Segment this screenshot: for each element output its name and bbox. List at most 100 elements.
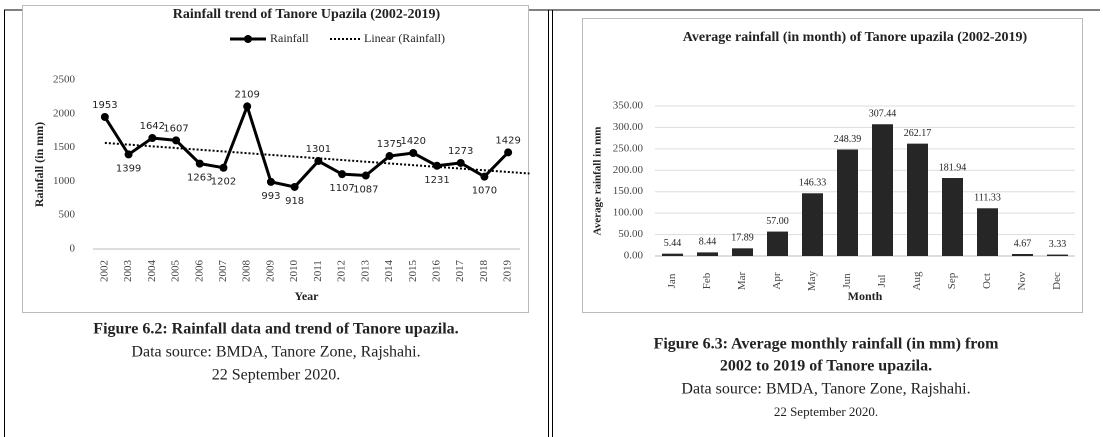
point: [361, 171, 370, 180]
chart-frame: [22, 5, 529, 313]
x-axis-label: Year: [295, 289, 320, 303]
point: [195, 159, 204, 168]
x-tick-label: 2008: [241, 260, 253, 283]
x-tick-label: Sep: [946, 272, 958, 289]
bar: [907, 143, 928, 256]
x-tick-label: 2003: [122, 260, 134, 283]
x-tick-label: Dec: [1051, 272, 1063, 290]
bar: [977, 208, 998, 256]
x-tick-label: Mar: [736, 272, 748, 291]
point: [172, 136, 181, 145]
bar: [1012, 253, 1033, 256]
x-tick-label: Feb: [701, 272, 713, 289]
data-label: 262.17: [904, 128, 932, 139]
x-tick-label: 2017: [454, 260, 466, 283]
x-tick-label: 2009: [264, 260, 276, 283]
x-tick-label: Nov: [1016, 271, 1028, 290]
chart-title: Rainfall trend of Tanore Upazila (2002-2…: [173, 7, 441, 22]
data-label: 918: [285, 196, 304, 207]
y-axis-label: Rainfall (in mm): [32, 122, 46, 207]
y-axis-label: Average rainfall in mm: [592, 127, 604, 236]
data-label: 1070: [472, 186, 497, 197]
y-tick-label: 1500: [53, 141, 76, 153]
chart-title: Average rainfall (in month) of Tanore up…: [683, 30, 1028, 45]
caption-line: Data source: BMDA, Tanore Zone, Rajshahi…: [681, 381, 970, 398]
caption-line: Data source: BMDA, Tanore Zone, Rajshahi…: [131, 344, 420, 361]
bar: [662, 253, 683, 256]
y-tick-label: 350.00: [613, 100, 644, 112]
data-label: 1263: [187, 173, 212, 184]
bar: [837, 149, 858, 256]
data-label: 17.89: [731, 233, 754, 244]
x-tick-label: Oct: [981, 273, 993, 289]
chart-frame: [582, 18, 1083, 313]
x-axis-label: Month: [848, 289, 883, 303]
data-label: 1642: [140, 121, 165, 132]
data-label: 307.44: [869, 109, 897, 120]
x-tick-label: 2015: [407, 260, 419, 283]
point: [290, 182, 299, 191]
data-label: 146.33: [799, 178, 827, 189]
data-label: 1087: [353, 185, 378, 196]
caption-line: 22 September 2020.: [212, 367, 340, 384]
point: [504, 148, 513, 157]
data-label: 1420: [401, 136, 426, 147]
data-label: 57.00: [766, 216, 789, 227]
y-tick-label: 2000: [53, 107, 76, 119]
legend-label: Rainfall: [270, 31, 309, 45]
x-tick-label: 2014: [383, 260, 395, 283]
data-label: 1273: [448, 146, 473, 157]
x-tick-label: 2006: [193, 260, 205, 283]
legend-marker: [244, 35, 252, 43]
y-tick-label: 150.00: [613, 185, 644, 197]
point: [243, 102, 252, 111]
y-tick-label: 0: [70, 243, 76, 255]
x-tick-label: 2016: [431, 260, 443, 283]
x-tick-label: May: [806, 270, 818, 291]
point: [148, 134, 157, 143]
data-label: 1429: [495, 135, 520, 146]
point: [314, 157, 323, 166]
data-label: 8.44: [699, 237, 717, 248]
y-tick-label: 250.00: [613, 142, 644, 154]
data-label: 1375: [377, 139, 402, 150]
y-tick-label: 200.00: [613, 164, 644, 176]
x-tick-label: 2010: [288, 260, 300, 283]
data-label: 1301: [306, 144, 331, 155]
data-label: 2109: [234, 89, 259, 100]
bar: [767, 231, 788, 256]
x-tick-label: 2013: [359, 260, 371, 283]
x-tick-label: 2011: [312, 260, 324, 282]
data-label: 1107: [329, 183, 354, 194]
point: [219, 163, 228, 172]
data-label: 1607: [163, 123, 188, 134]
point: [432, 161, 441, 170]
point: [385, 152, 394, 161]
point: [456, 158, 465, 167]
x-tick-label: Jan: [666, 273, 678, 288]
bar: [872, 124, 893, 257]
data-label: 1202: [211, 177, 236, 188]
bar: [942, 178, 963, 256]
data-label: 1399: [116, 163, 141, 174]
x-tick-label: Jun: [841, 273, 853, 289]
point: [409, 149, 418, 158]
data-label: 181.94: [939, 162, 967, 173]
point: [338, 170, 347, 179]
caption-title: 2002 to 2019 of Tanore upazila.: [720, 358, 932, 375]
legend-label: Linear (Rainfall): [364, 31, 445, 45]
data-label: 1231: [424, 175, 449, 186]
point: [266, 177, 275, 186]
data-label: 111.33: [974, 193, 1001, 204]
y-tick-label: 100.00: [613, 207, 644, 219]
bar: [697, 252, 718, 256]
point: [480, 172, 489, 181]
x-tick-label: 2004: [146, 260, 158, 283]
x-tick-label: 2019: [502, 260, 514, 283]
data-label: 4.67: [1014, 238, 1032, 249]
x-tick-label: Jul: [876, 275, 888, 288]
x-tick-label: Aug: [911, 271, 923, 290]
x-tick-label: 2007: [217, 260, 229, 283]
data-label: 248.39: [834, 134, 862, 145]
data-label: 3.33: [1049, 239, 1067, 250]
